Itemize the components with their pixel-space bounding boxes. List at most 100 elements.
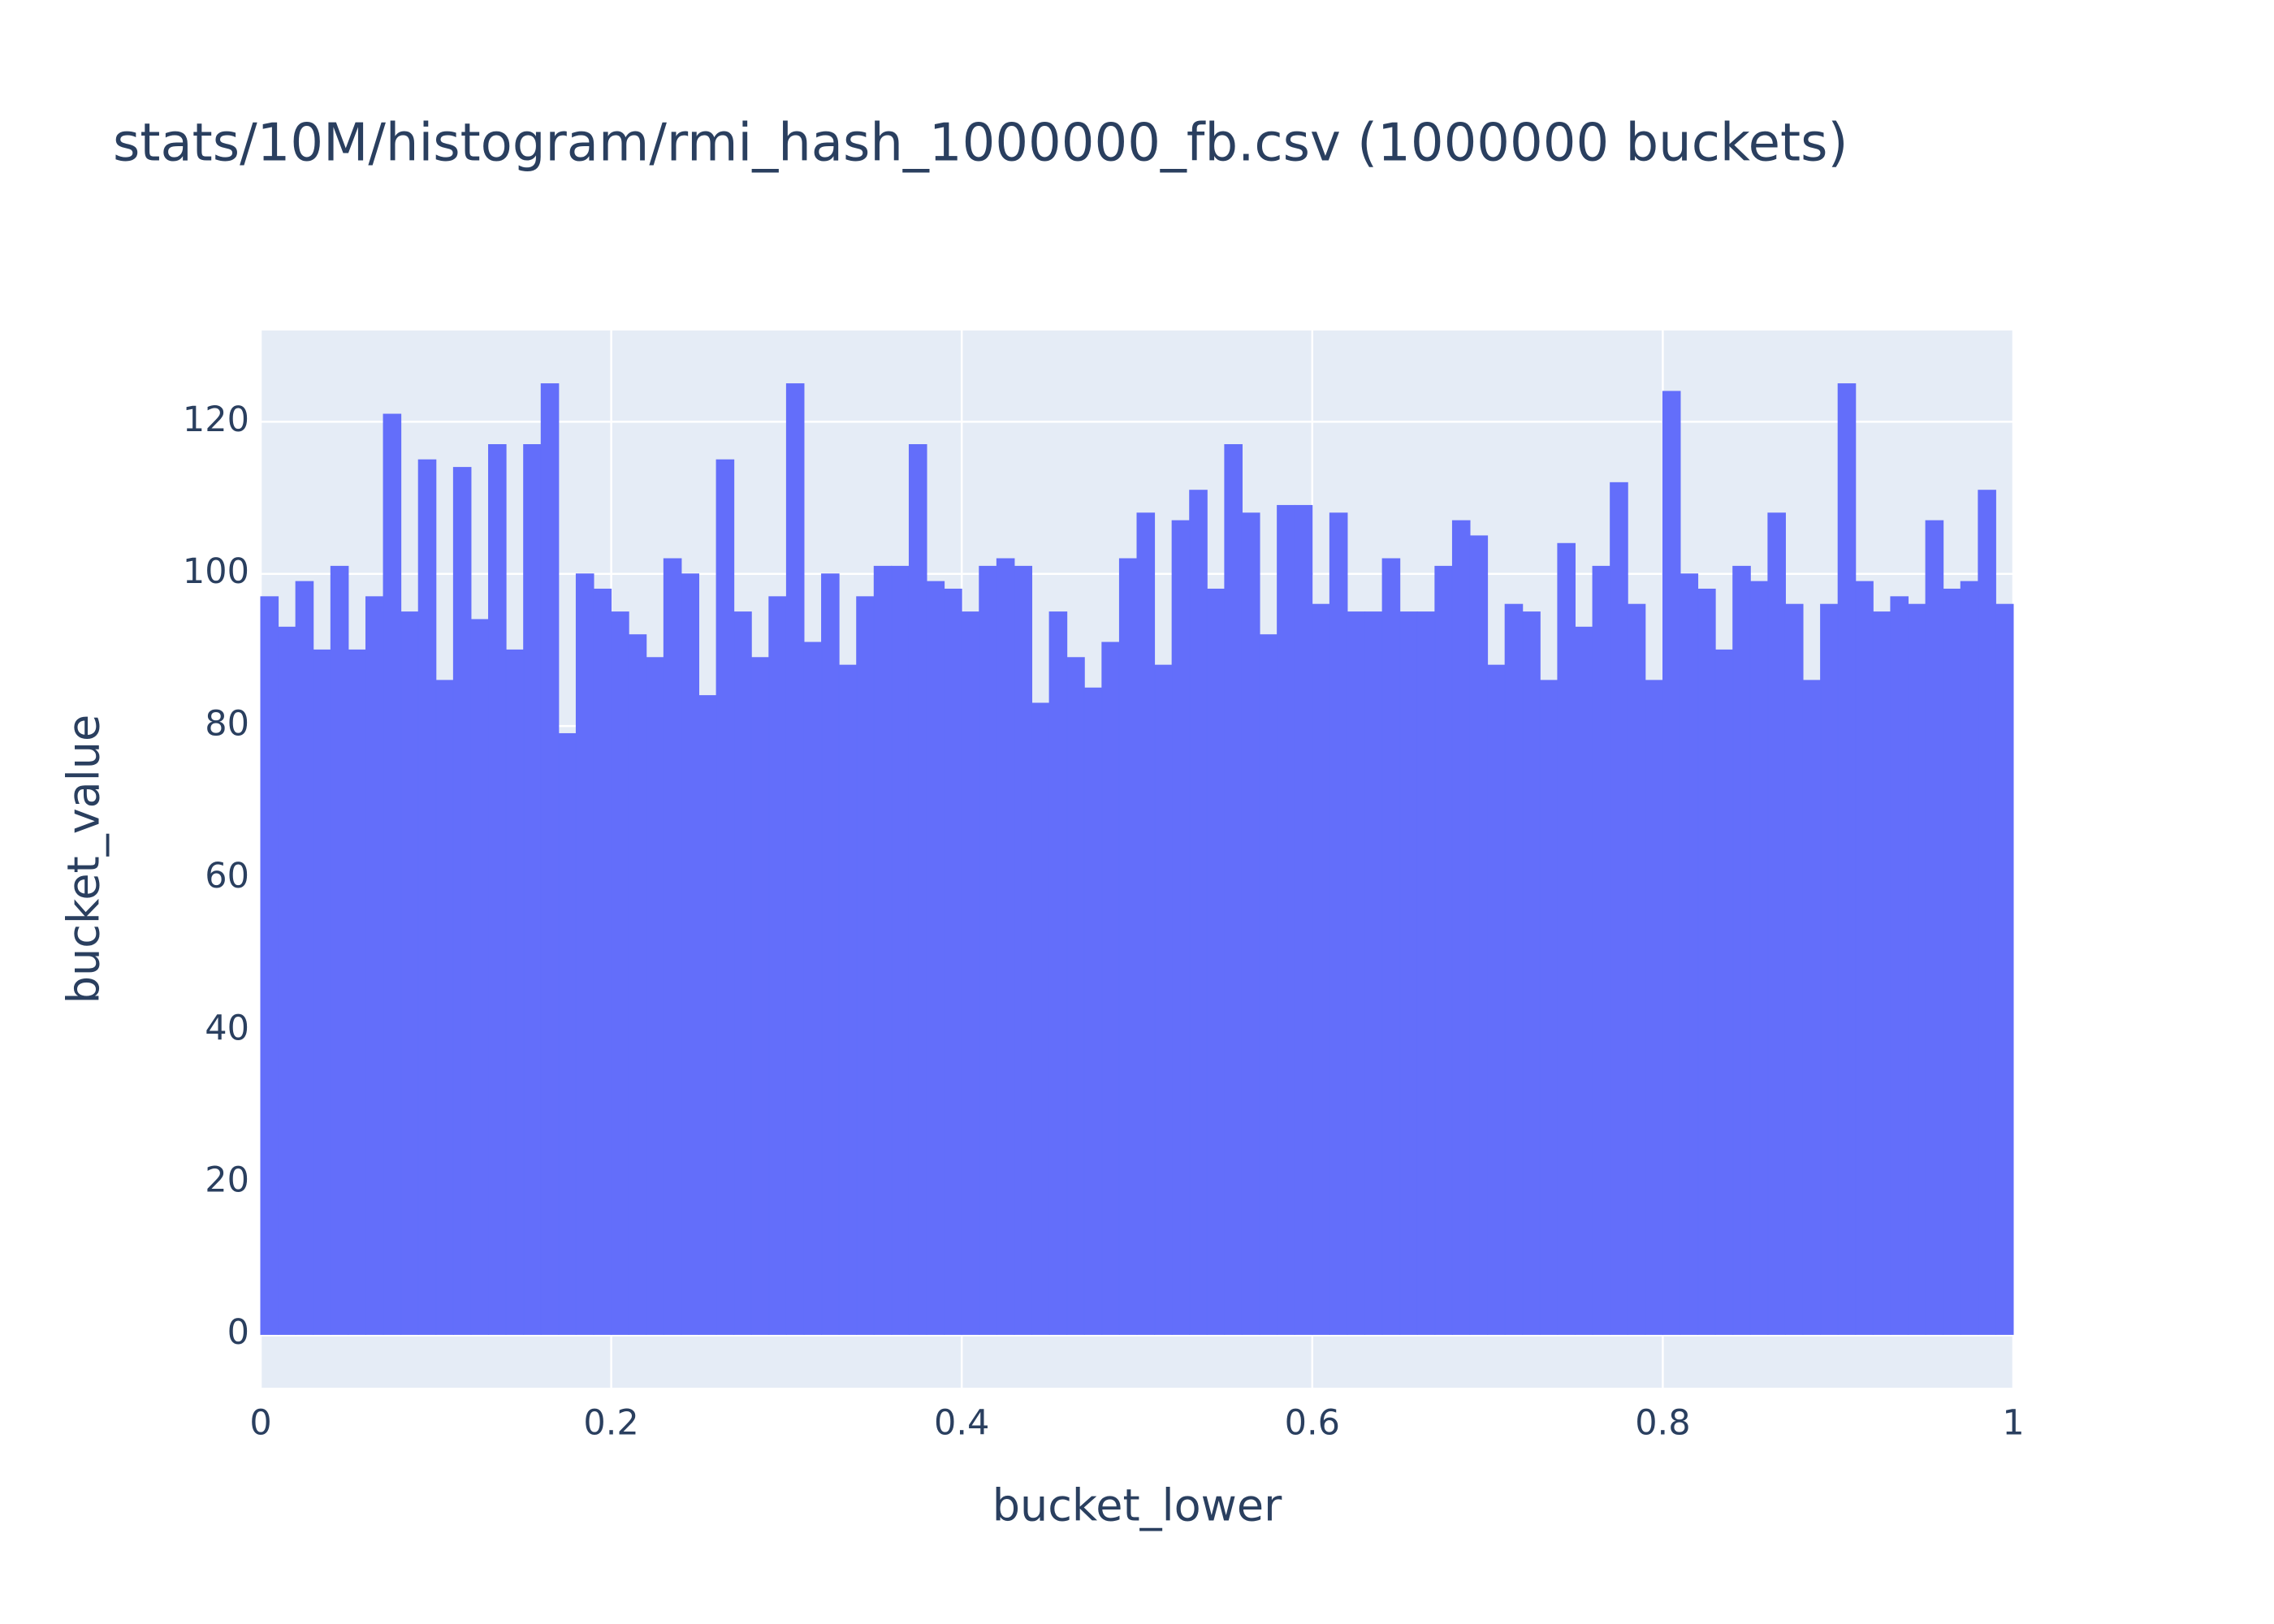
bar (435, 680, 454, 1335)
bar (330, 565, 349, 1335)
bar (1347, 611, 1366, 1335)
bar (400, 611, 419, 1335)
bar (838, 664, 858, 1335)
bar (1364, 611, 1383, 1335)
bar (944, 588, 962, 1335)
x-axis-title: bucket_lower (992, 1480, 1282, 1531)
bar (646, 657, 664, 1335)
bar (1399, 611, 1418, 1335)
bar (996, 558, 1015, 1335)
bar (1575, 626, 1593, 1335)
bar (1855, 581, 1874, 1335)
y-axis-title: bucket_value (58, 715, 110, 1004)
y-tick-label: 80 (205, 704, 249, 745)
bar (1171, 520, 1191, 1335)
bar (1645, 680, 1663, 1335)
bar (1592, 565, 1611, 1335)
bar (1014, 565, 1033, 1335)
bar (1066, 657, 1085, 1335)
bar (611, 611, 629, 1335)
bar (1469, 535, 1489, 1335)
y-tick-label: 20 (205, 1160, 249, 1201)
bar (715, 459, 735, 1335)
y-tick-label: 100 (183, 551, 249, 592)
bar (1872, 611, 1891, 1335)
bar (295, 581, 314, 1335)
bar (1206, 588, 1226, 1335)
bar (733, 611, 752, 1335)
x-tick-label: 0 (249, 1403, 271, 1444)
y-tick-label: 120 (183, 400, 249, 440)
bar (1627, 603, 1646, 1335)
x-tick-label: 0.6 (1285, 1403, 1340, 1444)
bar (1118, 558, 1138, 1335)
x-tick-label: 0.2 (583, 1403, 638, 1444)
bar (1277, 504, 1295, 1335)
x-tick-label: 0.4 (934, 1403, 989, 1444)
bar (1697, 588, 1716, 1335)
bar (1294, 504, 1313, 1335)
bar (1312, 603, 1330, 1335)
bar (803, 641, 823, 1335)
bar (1154, 664, 1173, 1335)
bar (1784, 603, 1804, 1335)
y-tick-label: 40 (205, 1008, 249, 1048)
bar (1434, 565, 1453, 1335)
bar (1802, 680, 1822, 1335)
bar (1504, 603, 1524, 1335)
chart-title: stats/10M/histogram/rmi_hash_1000000_fb.… (113, 114, 1848, 174)
bar (523, 444, 542, 1335)
bar (1943, 588, 1961, 1335)
bar (1732, 565, 1751, 1335)
bar (365, 596, 384, 1335)
bar (1329, 512, 1348, 1335)
bar (1749, 581, 1769, 1335)
bar (1048, 611, 1068, 1335)
bar (593, 588, 612, 1335)
bar (1451, 520, 1471, 1335)
bar (1224, 444, 1243, 1335)
bar (1557, 542, 1576, 1335)
bar (1925, 520, 1944, 1335)
x-tick-label: 1 (2002, 1403, 2024, 1444)
bar (540, 383, 560, 1335)
x-tick-label: 0.8 (1635, 1403, 1690, 1444)
bar (873, 565, 893, 1335)
bar (348, 649, 366, 1335)
bar (452, 467, 472, 1335)
bar (1031, 702, 1050, 1335)
bar (505, 649, 525, 1335)
bar (1083, 687, 1103, 1335)
bar (1189, 490, 1208, 1335)
bar (1767, 512, 1786, 1335)
bar (979, 565, 997, 1335)
bar (785, 383, 805, 1335)
bar (1680, 573, 1699, 1335)
bar (1908, 603, 1926, 1335)
bar (1241, 512, 1260, 1335)
bar (1995, 603, 2014, 1335)
bar (698, 695, 717, 1335)
bar (558, 732, 577, 1335)
bar (278, 626, 296, 1335)
bar (470, 619, 490, 1335)
bar (1522, 611, 1541, 1335)
bar (1539, 680, 1559, 1335)
bar (1487, 664, 1506, 1335)
bar (1837, 383, 1857, 1335)
bar (750, 657, 770, 1335)
bar (1610, 482, 1628, 1335)
bar (575, 573, 594, 1335)
bar (1136, 512, 1156, 1335)
bar (383, 413, 402, 1335)
bar (821, 573, 840, 1335)
bar (1960, 581, 1979, 1335)
y-tick-label: 60 (205, 856, 249, 896)
bar (313, 649, 331, 1335)
bar (628, 634, 647, 1335)
bar (1381, 558, 1401, 1335)
bar (768, 596, 787, 1335)
bar (1259, 634, 1278, 1335)
bar (908, 444, 927, 1335)
bar (926, 581, 945, 1335)
